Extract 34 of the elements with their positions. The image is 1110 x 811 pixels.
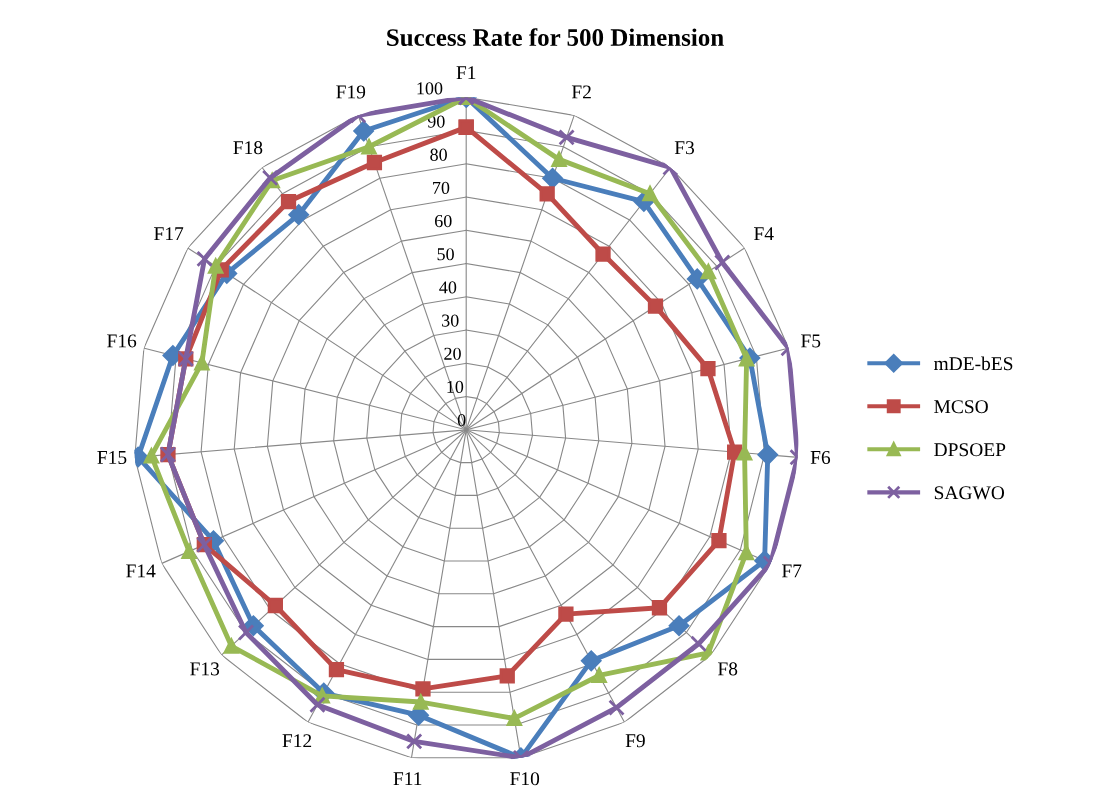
y-tick-label: 70 [433, 181, 450, 194]
spoke-label: F15 [97, 451, 127, 465]
legend-label: DPSOEP [934, 443, 1006, 457]
spoke-label: F12 [282, 734, 312, 748]
y-tick-label: 10 [447, 380, 464, 393]
spoke-label: F11 [393, 772, 422, 786]
y-tick-label: 30 [442, 314, 459, 327]
spoke-label: F1 [456, 66, 476, 80]
legend-label: SAGWO [934, 486, 1005, 500]
y-tick-label: 80 [430, 148, 447, 161]
spoke-label: F19 [336, 85, 366, 99]
spoke-label: F16 [107, 334, 137, 348]
legend-label: mDE-bES [933, 356, 1013, 371]
spoke-label: F18 [233, 141, 263, 155]
spoke-label: F13 [190, 662, 220, 676]
spoke-label: F17 [154, 227, 184, 241]
y-tick-label: 0 [457, 413, 466, 427]
spoke-label: F10 [510, 772, 540, 786]
y-tick-label: 50 [437, 248, 454, 261]
legend-label: MCSO [934, 400, 988, 414]
spoke-label: F9 [625, 734, 645, 748]
spoke-label: F6 [810, 450, 831, 465]
y-tick-label: 100 [417, 82, 443, 95]
spoke-label: F14 [126, 564, 156, 578]
y-tick-label: 40 [439, 281, 457, 294]
spoke-label: F7 [781, 564, 802, 578]
spoke-label: F3 [674, 141, 695, 155]
spoke-label: F4 [754, 227, 774, 241]
spoke-label: F8 [717, 662, 738, 676]
y-tick-label: 60 [435, 214, 452, 228]
chart-title: Success Rate for 500 Dimension [387, 28, 724, 47]
y-tick-label: 20 [444, 347, 461, 360]
spoke-label: F2 [571, 85, 591, 99]
spoke-label: F5 [801, 334, 821, 348]
